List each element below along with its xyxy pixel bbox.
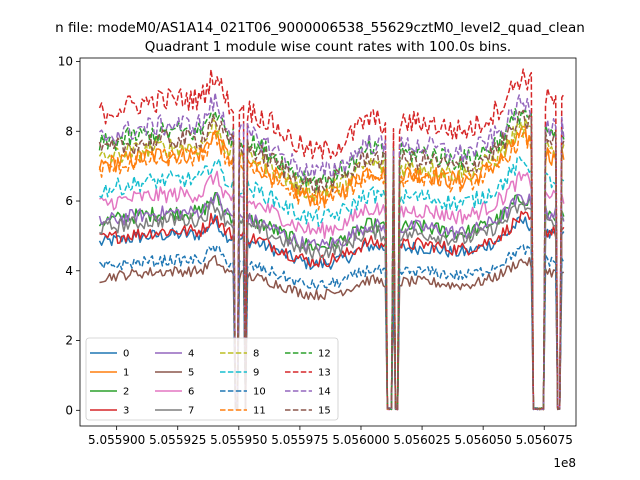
series-line-0 xyxy=(98,214,565,411)
series-line-3 xyxy=(99,210,565,411)
legend-label-6: 6 xyxy=(188,387,194,398)
y-tick-label: 10 xyxy=(58,54,73,68)
series-line-13 xyxy=(98,68,565,411)
legend-label-12: 12 xyxy=(318,349,331,360)
legend-label-3: 3 xyxy=(123,406,129,417)
x-tick-label: 5.056000 xyxy=(332,433,389,447)
legend-label-9: 9 xyxy=(253,368,259,379)
series-line-15 xyxy=(98,109,565,411)
figure-suptitle: n file: modeM0/AS1A14_021T06_9000006538_… xyxy=(55,20,585,36)
legend-label-8: 8 xyxy=(253,349,259,360)
y-tick-label: 8 xyxy=(65,124,73,138)
chart-title: Quadrant 1 module wise count rates with … xyxy=(145,39,511,55)
legend-label-7: 7 xyxy=(188,406,194,417)
axes-frame xyxy=(79,57,577,427)
x-tick-label: 5.055950 xyxy=(210,433,267,447)
legend-label-10: 10 xyxy=(253,387,266,398)
series-line-6 xyxy=(99,170,565,411)
legend-label-5: 5 xyxy=(188,368,194,379)
series-line-11 xyxy=(98,129,565,411)
x-tick-label: 5.055975 xyxy=(271,433,328,447)
y-tick-label: 2 xyxy=(65,334,73,348)
series-line-7 xyxy=(99,200,565,411)
series-line-10 xyxy=(98,244,565,411)
x-offset-label: 1e8 xyxy=(553,456,576,470)
legend-label-14: 14 xyxy=(318,387,331,398)
legend-label-1: 1 xyxy=(123,368,129,379)
legend-frame xyxy=(85,337,339,421)
series-line-4 xyxy=(98,192,565,411)
y-axis: 0 2 4 6 8 10 xyxy=(58,54,80,417)
x-tick-label: 5.056050 xyxy=(455,433,512,447)
y-tick-label: 6 xyxy=(65,194,73,208)
plot-area xyxy=(79,57,577,427)
series-line-9 xyxy=(99,155,565,411)
legend-label-0: 0 xyxy=(123,349,129,360)
series-group xyxy=(98,68,565,411)
x-tick-label: 5.056025 xyxy=(393,433,450,447)
legend-label-4: 4 xyxy=(188,349,194,360)
x-axis: 5.055900 5.055925 5.055950 5.055975 5.056000… xyxy=(88,426,573,447)
legend-label-15: 15 xyxy=(318,406,331,417)
y-tick-label: 0 xyxy=(65,403,73,417)
series-line-5 xyxy=(99,254,565,411)
series-line-14 xyxy=(99,92,565,411)
y-tick-label: 4 xyxy=(65,264,73,278)
legend-label-2: 2 xyxy=(123,387,129,398)
x-tick-label: 5.055900 xyxy=(88,433,145,447)
x-tick-label: 5.056075 xyxy=(516,433,573,447)
x-tick-label: 5.055925 xyxy=(149,433,206,447)
series-line-8 xyxy=(98,118,565,411)
legend-label-11: 11 xyxy=(253,406,266,417)
legend-label-13: 13 xyxy=(318,368,331,379)
